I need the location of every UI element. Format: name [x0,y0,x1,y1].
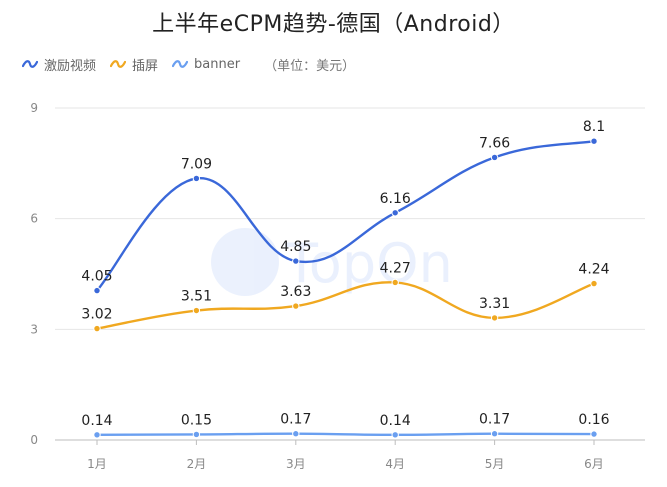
legend-line-icon [22,60,38,68]
legend-line-icon [172,60,189,68]
data-point [93,324,101,333]
x-tick-label: 2月 [187,457,207,471]
data-label: 0.17 [479,412,510,428]
data-point [490,314,499,322]
data-point [391,431,399,439]
legend-line-icon [110,60,127,68]
data-label: 4.24 [578,262,609,278]
data-label: 0.14 [380,413,411,429]
legend-item-banner[interactable]: banner [172,57,240,72]
series-line-video [95,140,596,292]
data-label: 3.02 [81,307,112,323]
y-tick-label: 3 [30,322,38,336]
data-point [192,430,201,439]
chart-title: 上半年eCPM趋势-德国（Android） [152,12,515,37]
data-point [192,174,201,183]
data-point [292,302,300,310]
data-point [391,209,399,217]
legend-item-interstitial[interactable]: 插屏 [110,55,158,74]
data-point [93,286,101,295]
x-tick-label: 3月 [286,457,306,471]
data-point [490,430,499,438]
x-tick-label: 1月 [87,457,107,471]
data-label: 0.15 [181,412,212,428]
data-point [590,279,598,288]
x-tick-label: 4月 [385,457,405,471]
y-tick-label: 9 [30,101,38,115]
unit-note: （单位：美元） [264,58,356,74]
x-tick-label: 5月 [485,457,505,471]
data-point [590,430,598,438]
data-point [93,431,101,439]
data-label: 7.66 [479,135,510,151]
data-label: 0.17 [280,412,311,428]
data-label: 7.09 [181,156,212,172]
y-tick-label: 0 [30,433,38,447]
legend-label: 激励视频 [44,58,97,74]
data-point [391,278,399,287]
data-label: 4.85 [280,239,311,255]
legend: 激励视频 插屏 banner （单位：美元） [22,54,355,74]
legend-label: banner [194,56,241,72]
x-tick-label: 6月 [584,457,604,471]
data-label: 3.51 [181,289,212,305]
data-point [292,430,300,438]
watermark-mark [211,228,279,296]
data-point [192,306,201,315]
data-label: 8.1 [583,119,605,135]
y-tick-label: 6 [30,212,38,226]
data-label: 3.63 [280,284,311,300]
data-point [490,153,499,162]
data-label: 0.14 [81,413,112,429]
legend-item-video[interactable]: 激励视频 [22,55,96,74]
data-label: 6.16 [380,191,411,207]
data-label: 0.16 [578,412,609,428]
series-line-banner [95,432,596,437]
data-point [292,257,300,265]
legend-label: 插屏 [132,58,159,74]
series-line-interstitial [95,281,596,330]
data-label: 4.05 [81,269,112,285]
data-point [590,137,598,145]
data-label: 4.27 [380,260,411,276]
data-label: 3.31 [479,296,510,312]
